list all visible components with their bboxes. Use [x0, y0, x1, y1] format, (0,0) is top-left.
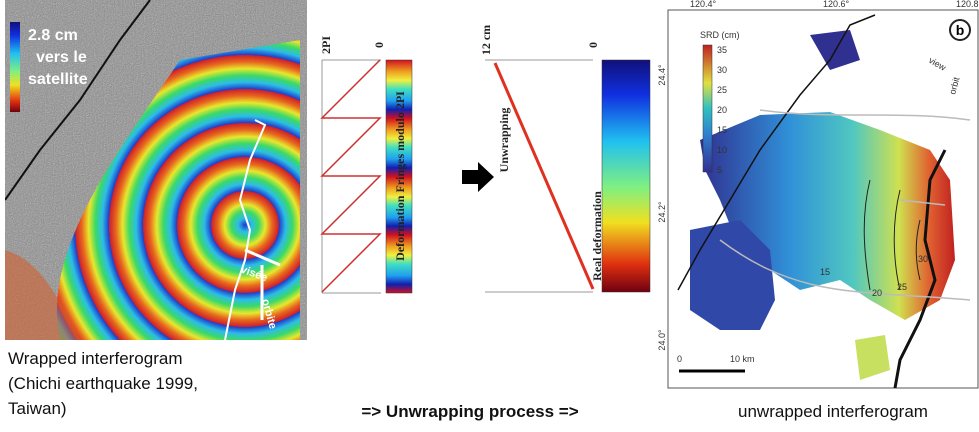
sawtooth — [322, 60, 380, 292]
y-tick-label: 24.4° — [657, 64, 667, 86]
axis-label: Deformation Fringes modulo 2PI — [393, 91, 407, 261]
contour-label: 15 — [820, 267, 830, 277]
colorbar-tick-label: 25 — [717, 85, 727, 95]
legend-text: vers le — [36, 49, 87, 66]
axis-end-label: 12 cm — [479, 25, 493, 55]
caption: (Chichi earthquake 1999, — [8, 374, 198, 393]
caption: Wrapped interferogram — [8, 349, 183, 368]
real-colorbar — [602, 60, 650, 292]
axis-label: Real deformation — [590, 191, 604, 281]
contour-label: 30 — [918, 254, 928, 264]
caption: Taiwan) — [8, 399, 67, 418]
contour-label: 20 — [872, 288, 882, 298]
caption: unwrapped interferogram — [738, 402, 928, 421]
y-tick-label: 24.2° — [657, 201, 667, 223]
map — [668, 10, 978, 388]
colorbar-tick-label: 30 — [717, 65, 727, 75]
y-tick-label: 24.0° — [657, 329, 667, 351]
colorbar-tick-label: 20 — [717, 105, 727, 115]
axis-end-label: 0 — [586, 42, 600, 48]
contour-label: 25 — [897, 282, 907, 292]
arrow — [462, 162, 494, 192]
scale-label: 10 km — [730, 354, 755, 364]
caption: => Unwrapping process => — [361, 402, 578, 421]
deformation-line — [495, 63, 593, 289]
colorbar-title: SRD (cm) — [700, 30, 740, 40]
unwrapped-plot — [485, 60, 593, 292]
colorbar-tick-label: 35 — [717, 45, 727, 55]
x-tick-label: 120.6° — [823, 0, 850, 9]
panel-label: b — [956, 22, 965, 38]
legend-text: 2.8 cm — [28, 27, 78, 44]
page: 2.8 cm vers le satellite visée orbite Wr… — [0, 0, 979, 432]
legend-colorbar — [10, 22, 20, 112]
colorbar-tick-label: 5 — [717, 165, 722, 175]
axis-end-label: 2PI — [319, 36, 333, 54]
scale-label: 0 — [677, 354, 682, 364]
colorbar-tick-label: 10 — [717, 145, 727, 155]
colorbar-tick-label: 15 — [717, 125, 727, 135]
axis-end-label: 0 — [372, 42, 386, 48]
arrow-label: Unwrapping — [497, 108, 511, 173]
legend-text: satellite — [28, 71, 88, 88]
x-tick-label: 120.4° — [690, 0, 717, 9]
x-tick-label: 120.8 — [956, 0, 979, 9]
